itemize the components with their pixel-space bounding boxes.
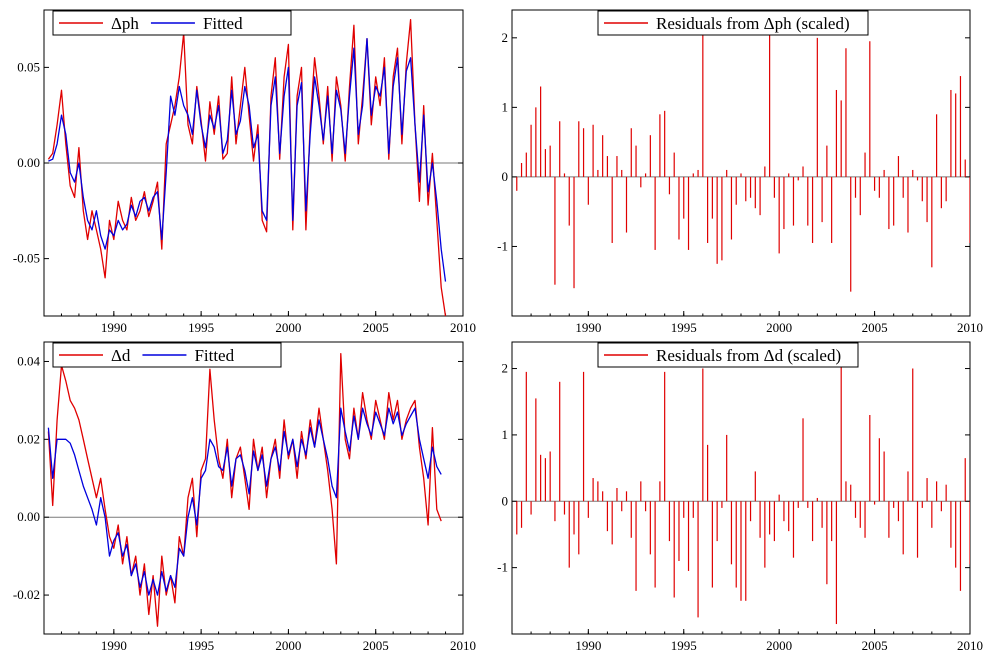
y-tick-label: -0.05 — [13, 251, 40, 266]
y-tick-label: 0.02 — [17, 431, 40, 446]
y-tick-label: 1 — [502, 427, 509, 442]
panel-bottom-right: 1990 1995 2000 2005 2010 2 1 0 -1 Residuals from … — [497, 341, 983, 653]
x-tick-label: 1995 — [188, 320, 214, 335]
x-tick-label: 1995 — [188, 638, 214, 653]
x-tick-label: 2010 — [450, 320, 476, 335]
legend-label: Δph — [111, 14, 139, 33]
plot-area — [47, 353, 442, 627]
y-tick-label: 1 — [502, 99, 509, 114]
series-line-actual — [47, 353, 442, 627]
plot-area — [516, 355, 970, 625]
y-tick-label: 0.04 — [17, 353, 40, 368]
y-tick-label: 0 — [502, 169, 509, 184]
x-tick-label: 2005 — [862, 320, 888, 335]
series-line-fitted — [47, 407, 442, 596]
plot-area — [47, 18, 447, 316]
y-tick-label: 0.05 — [17, 59, 40, 74]
x-tick-label: 2010 — [450, 638, 476, 653]
panel-top-left: 1990 1995 2000 2005 2010 0.05 0.00 -0.05 Δph Fitt… — [13, 9, 476, 335]
x-tick-label: 2000 — [766, 638, 792, 653]
y-tick-label: 0.00 — [17, 155, 40, 170]
panel-top-right: 1990 1995 2000 2005 2010 2 1 0 -1 Residuals from … — [497, 9, 983, 335]
legend-label: Residuals from Δph (scaled) — [656, 14, 850, 33]
plot-frame — [511, 9, 971, 317]
legend-label: Fitted — [194, 346, 234, 365]
series-line-fitted — [48, 38, 447, 282]
x-tick-label: 1995 — [671, 320, 697, 335]
legend-label: Residuals from Δd (scaled) — [656, 346, 841, 365]
x-tick-label: 2005 — [363, 320, 389, 335]
y-tick-label: -0.02 — [13, 587, 40, 602]
panel-bottom-left: 1990 1995 2000 2005 2010 0.04 0.02 0.00 -0.02 Δd F… — [13, 341, 476, 653]
x-tick-label: 1990 — [575, 320, 601, 335]
x-tick-label: 2010 — [957, 320, 983, 335]
legend-label: Δd — [111, 346, 131, 365]
x-tick-label: 2005 — [862, 638, 888, 653]
x-tick-label: 2000 — [275, 320, 301, 335]
x-tick-label: 1995 — [671, 638, 697, 653]
y-tick-label: 0 — [502, 493, 509, 508]
y-tick-label: 0.00 — [17, 509, 40, 524]
y-tick-label: 2 — [502, 30, 509, 45]
x-tick-label: 1990 — [575, 638, 601, 653]
x-tick-label: 2000 — [275, 638, 301, 653]
plot-area — [516, 16, 970, 292]
x-tick-label: 2005 — [363, 638, 389, 653]
y-tick-label: -1 — [497, 560, 508, 575]
legend-label: Fitted — [203, 14, 243, 33]
x-tick-label: 2000 — [766, 320, 792, 335]
x-tick-label: 1990 — [101, 320, 127, 335]
x-tick-label: 2010 — [957, 638, 983, 653]
y-tick-label: -1 — [497, 238, 508, 253]
x-tick-label: 1990 — [101, 638, 127, 653]
y-tick-label: 2 — [502, 361, 509, 376]
plot-frame — [43, 341, 464, 635]
